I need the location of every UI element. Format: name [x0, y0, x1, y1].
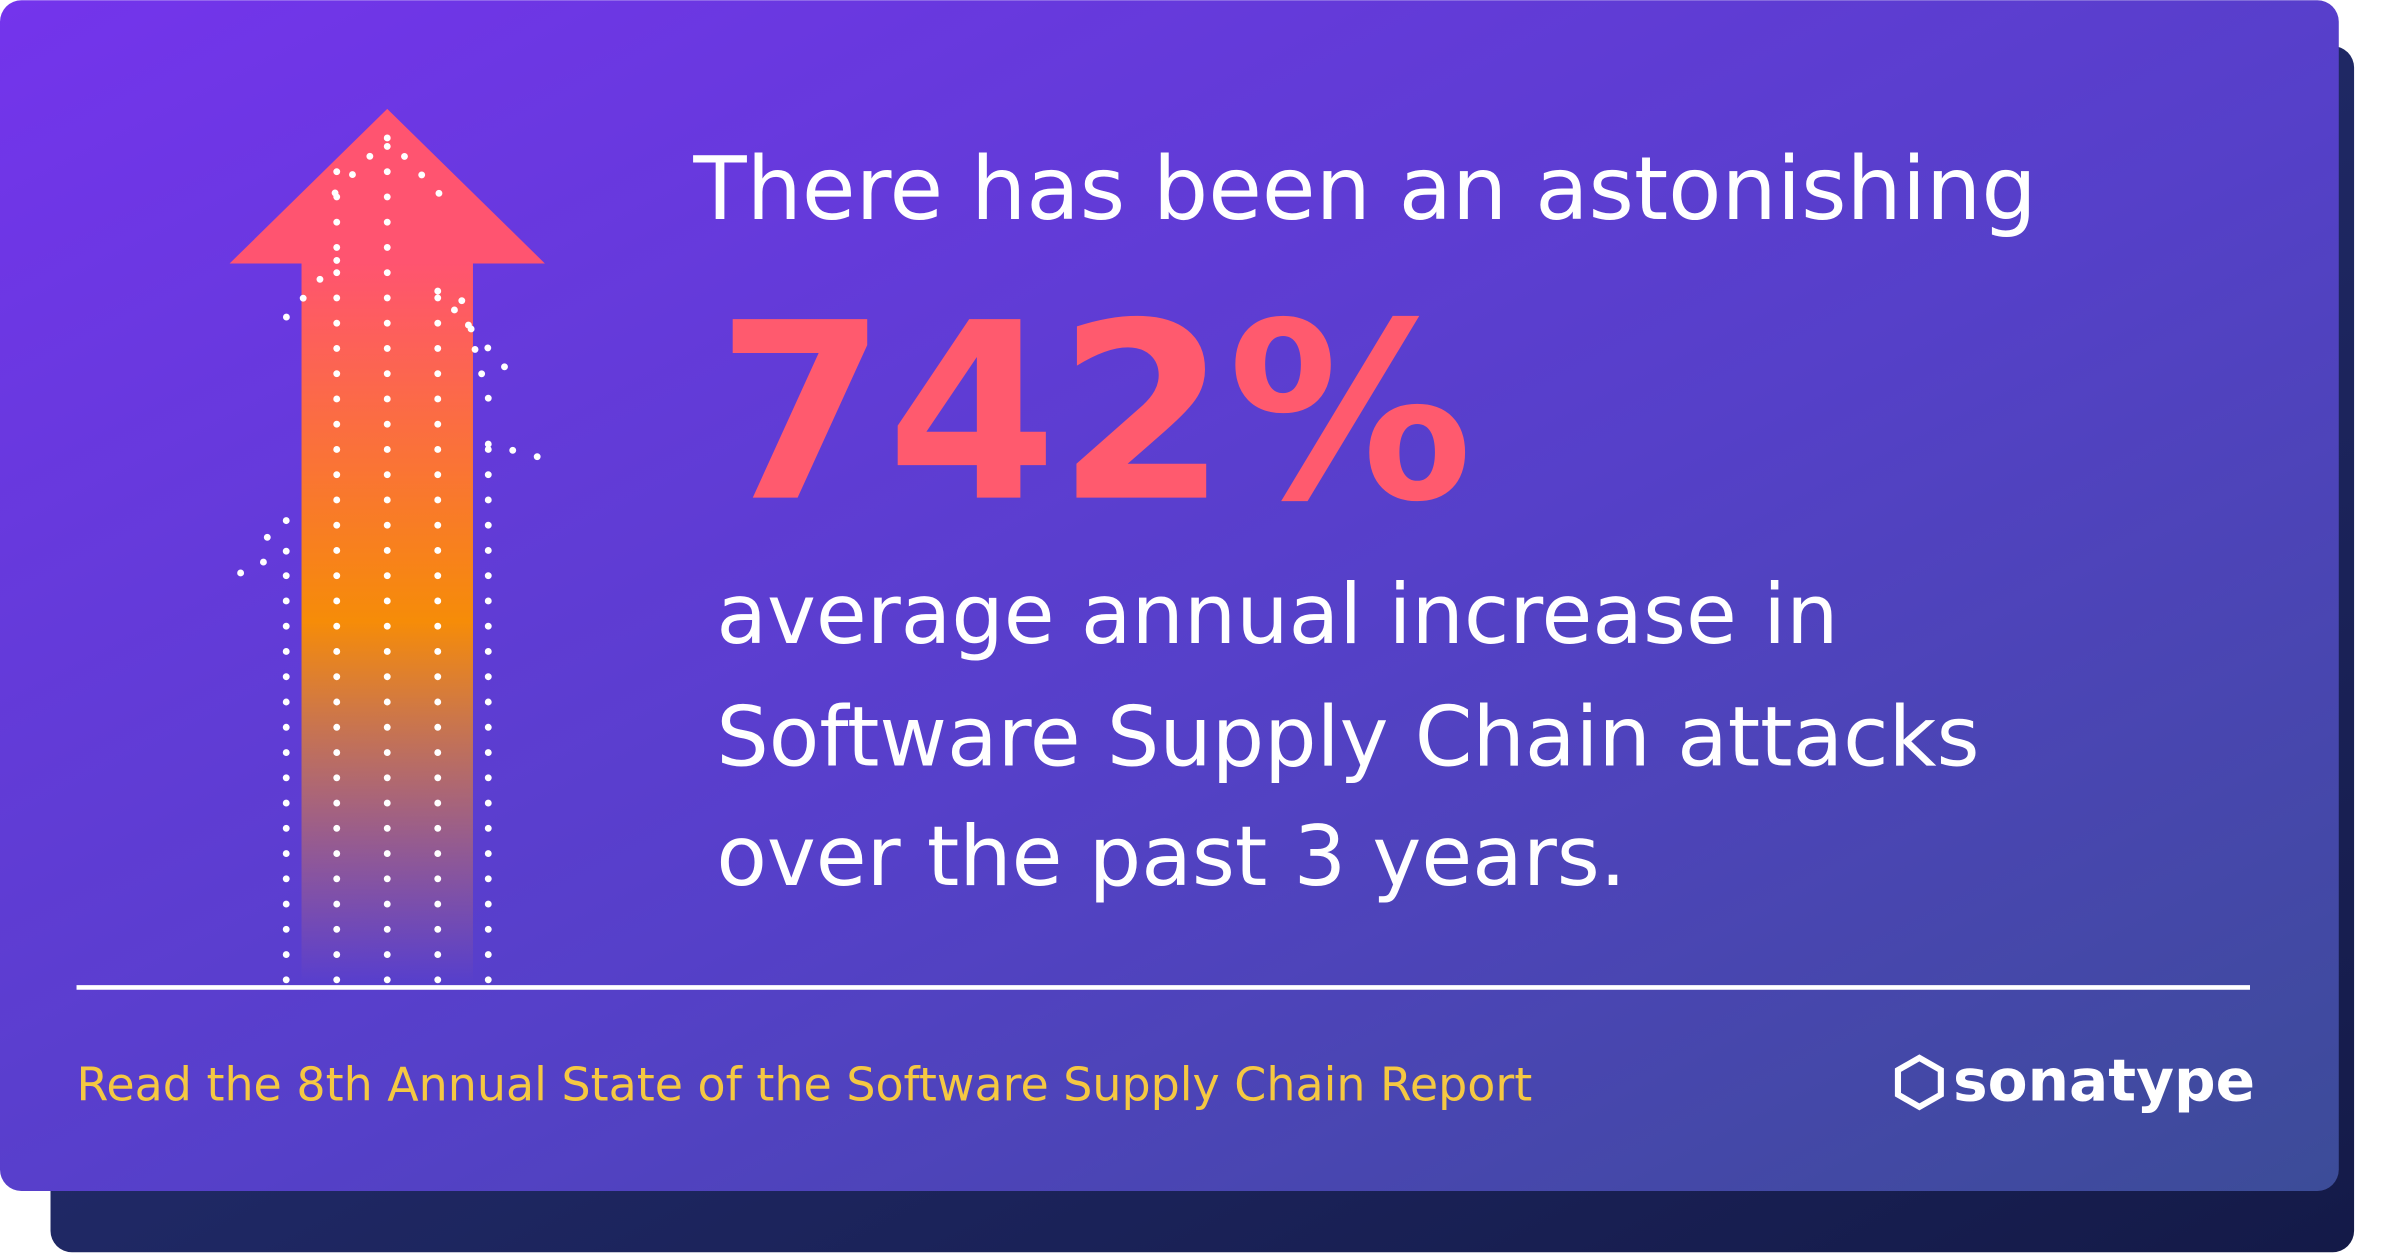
arrow-illustration [218, 108, 552, 984]
brand-logo: sonatype [1953, 1047, 2255, 1115]
front-card [0, 0, 2339, 1192]
report-link[interactable]: Read the 8th Annual State of the Softwar… [77, 1058, 1533, 1112]
headline: There has been an astonishing [692, 138, 2036, 240]
stat: 742% [716, 271, 1473, 556]
description-line: over the past 3 years. [716, 809, 1626, 905]
description-line: Software Supply Chain attacks [716, 690, 1979, 786]
description-line: average annual increase in [716, 567, 1838, 663]
brand-icon [1894, 1054, 1944, 1111]
